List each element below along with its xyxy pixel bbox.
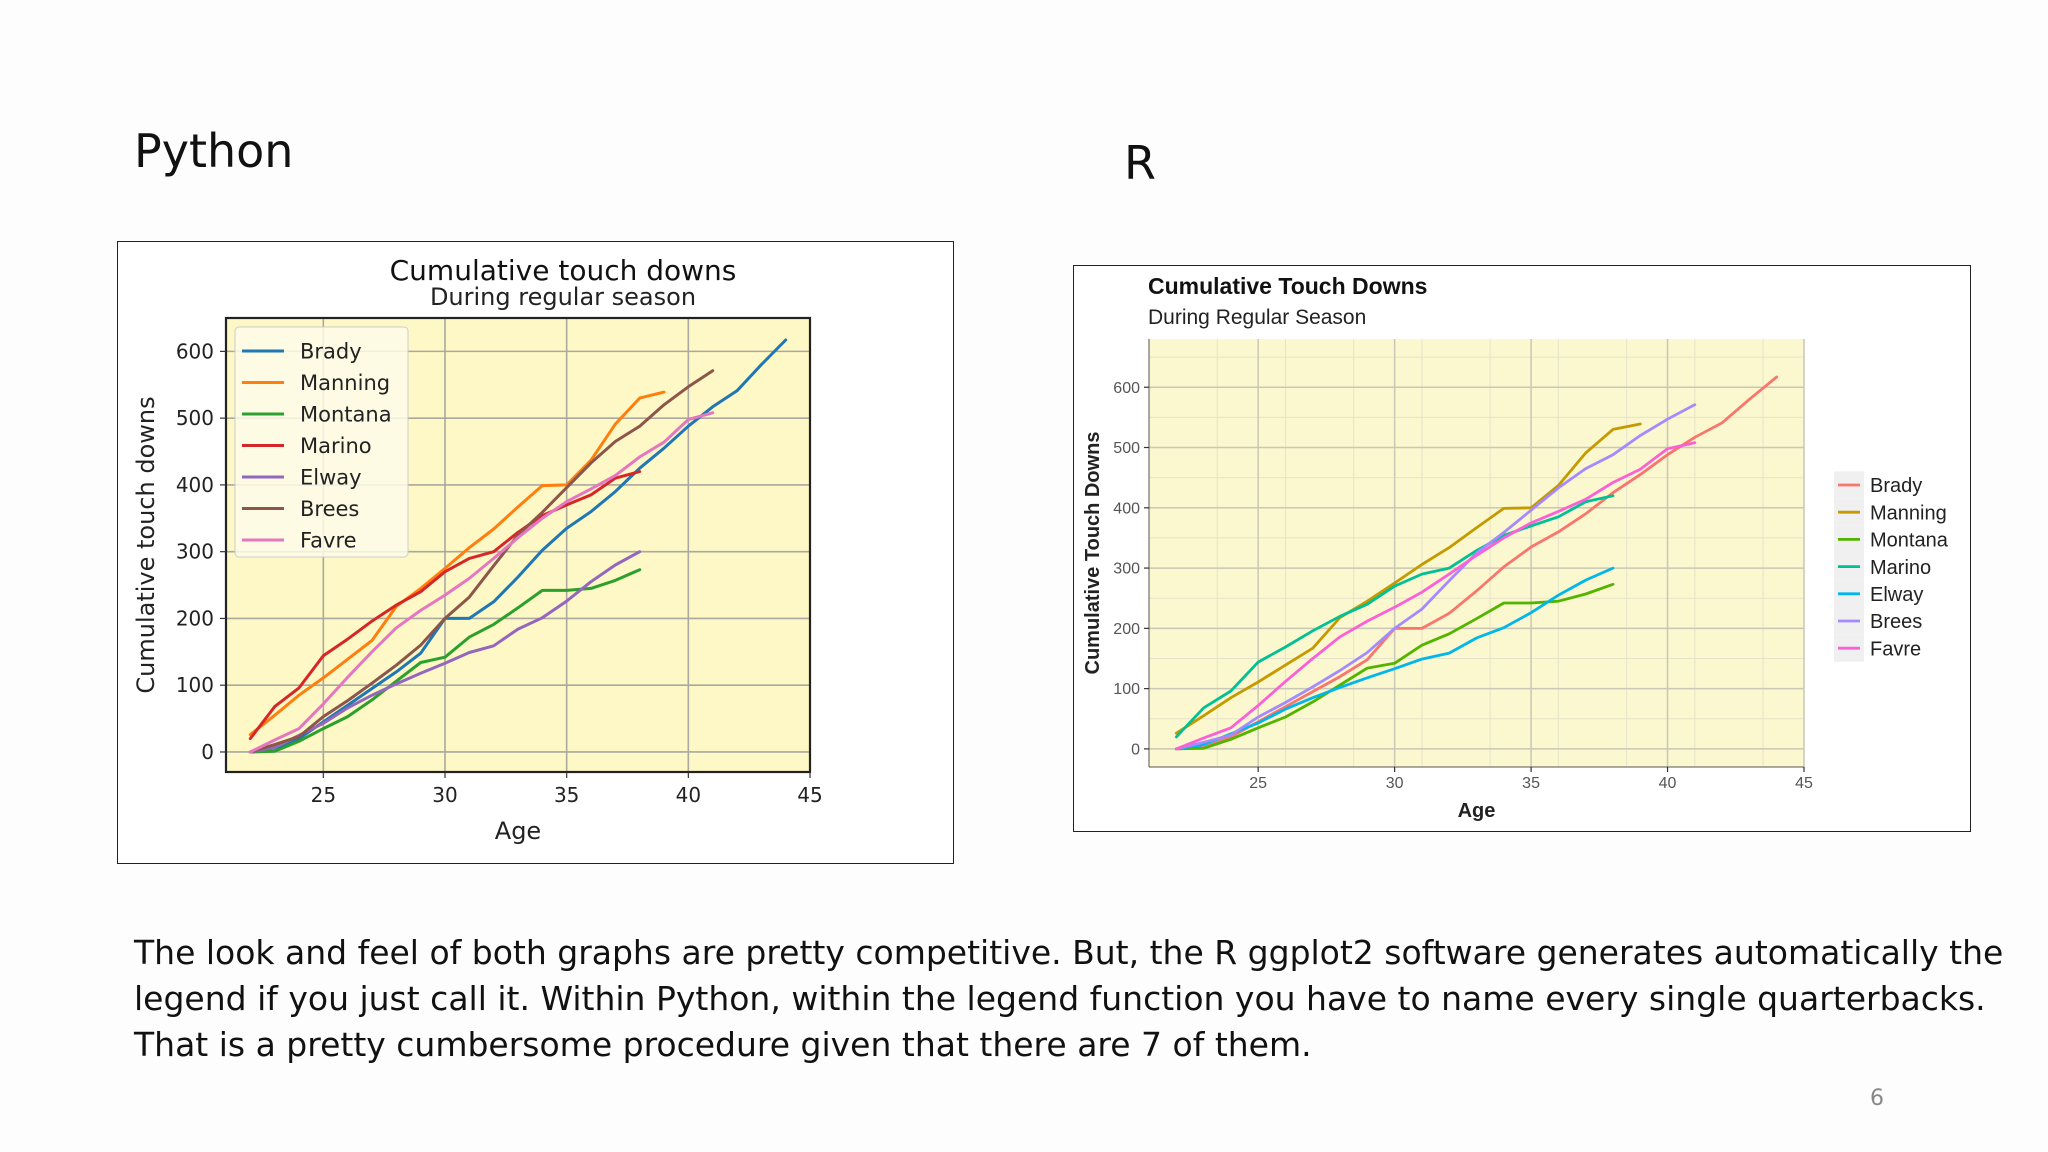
- series-line-manning: [1174, 422, 1642, 735]
- legend-label-brees: Brees: [1870, 611, 1922, 633]
- chart-subtitle: During regular season: [430, 283, 696, 311]
- python-heading: Python: [134, 124, 294, 178]
- python-chart: Cumulative touch downs During regular sea…: [117, 241, 954, 864]
- x-axis-label: Age: [495, 817, 541, 845]
- chart-subtitle: During Regular Season: [1148, 306, 1366, 329]
- y-tick-label: 500: [1113, 440, 1140, 457]
- x-tick-label: 30: [432, 783, 457, 807]
- y-tick-label: 300: [1113, 561, 1140, 578]
- x-tick-label: 45: [797, 783, 822, 807]
- y-tick-label: 0: [201, 740, 214, 764]
- y-tick-label: 600: [176, 339, 214, 363]
- y-tick-label: 0: [1131, 742, 1140, 759]
- legend-label-manning: Manning: [1870, 502, 1947, 524]
- chart-title: Cumulative Touch Downs: [1148, 273, 1427, 299]
- page-number: 6: [1870, 1086, 1884, 1111]
- series-line-manning: [248, 390, 666, 737]
- series-line-montana: [1174, 582, 1615, 751]
- x-axis-label: Age: [1458, 800, 1496, 822]
- y-tick-label: 100: [1113, 681, 1140, 698]
- y-axis-label: Cumulative Touch Downs: [1082, 432, 1104, 675]
- legend-label-montana: Montana: [300, 403, 392, 427]
- legend-label-marino: Marino: [1870, 557, 1931, 579]
- legend-label-marino: Marino: [300, 434, 372, 458]
- y-tick-label: 600: [1113, 380, 1140, 397]
- legend-label-favre: Favre: [1870, 638, 1921, 660]
- y-tick-label: 300: [176, 540, 214, 564]
- r-chart-svg: Cumulative Touch Downs During Regular Sea…: [1082, 273, 1949, 822]
- plot-frame: [224, 316, 812, 774]
- legend-label-elway: Elway: [1870, 584, 1923, 606]
- x-tick-label: 35: [1522, 775, 1540, 792]
- caption-line-3: That is a pretty cumbersome procedure gi…: [134, 1025, 1312, 1064]
- x-tick-label: 30: [1386, 775, 1404, 792]
- legend-label-elway: Elway: [300, 466, 362, 490]
- x-tick-label: 35: [554, 783, 579, 807]
- legend-label-brees: Brees: [300, 497, 359, 521]
- x-tick-label: 25: [311, 783, 336, 807]
- legend-label-manning: Manning: [300, 371, 390, 395]
- x-tick-label: 45: [1795, 775, 1813, 792]
- series-line-elway: [1174, 566, 1615, 751]
- x-tick-label: 25: [1249, 775, 1267, 792]
- slide-caption: The look and feel of both graphs are pre…: [134, 930, 2004, 1068]
- r-heading: R: [1124, 136, 1156, 190]
- series-line-marino: [1174, 494, 1615, 739]
- caption-line-2: legend if you just call it. Within Pytho…: [134, 979, 1986, 1018]
- chart-title: Cumulative touch downs: [390, 254, 737, 287]
- y-tick-label: 200: [1113, 621, 1140, 638]
- y-tick-label: 200: [176, 606, 214, 630]
- series-line-favre: [248, 411, 715, 754]
- series-line-brady: [248, 338, 788, 754]
- legend-box: [234, 326, 409, 558]
- x-tick-label: 40: [676, 783, 701, 807]
- r-chart: Cumulative Touch Downs During Regular Sea…: [1073, 265, 1971, 832]
- legend-label-brady: Brady: [1870, 475, 1922, 497]
- legend-label-brady: Brady: [300, 340, 362, 364]
- series-line-brees: [248, 369, 715, 754]
- y-tick-label: 100: [176, 673, 214, 697]
- series-line-brady: [1174, 375, 1779, 751]
- series-line-marino: [248, 470, 642, 741]
- y-tick-label: 500: [176, 406, 214, 430]
- series-line-brees: [1174, 403, 1697, 751]
- legend-label-favre: Favre: [300, 529, 357, 553]
- caption-line-1: The look and feel of both graphs are pre…: [134, 933, 2004, 972]
- series-line-montana: [248, 568, 642, 754]
- y-tick-label: 400: [176, 473, 214, 497]
- y-axis-label: Cumulative touch downs: [132, 396, 160, 693]
- series-line-favre: [1174, 441, 1697, 751]
- series-line-elway: [248, 550, 642, 754]
- x-tick-label: 40: [1659, 775, 1677, 792]
- legend-label-montana: Montana: [1870, 530, 1949, 552]
- y-tick-label: 400: [1113, 500, 1140, 517]
